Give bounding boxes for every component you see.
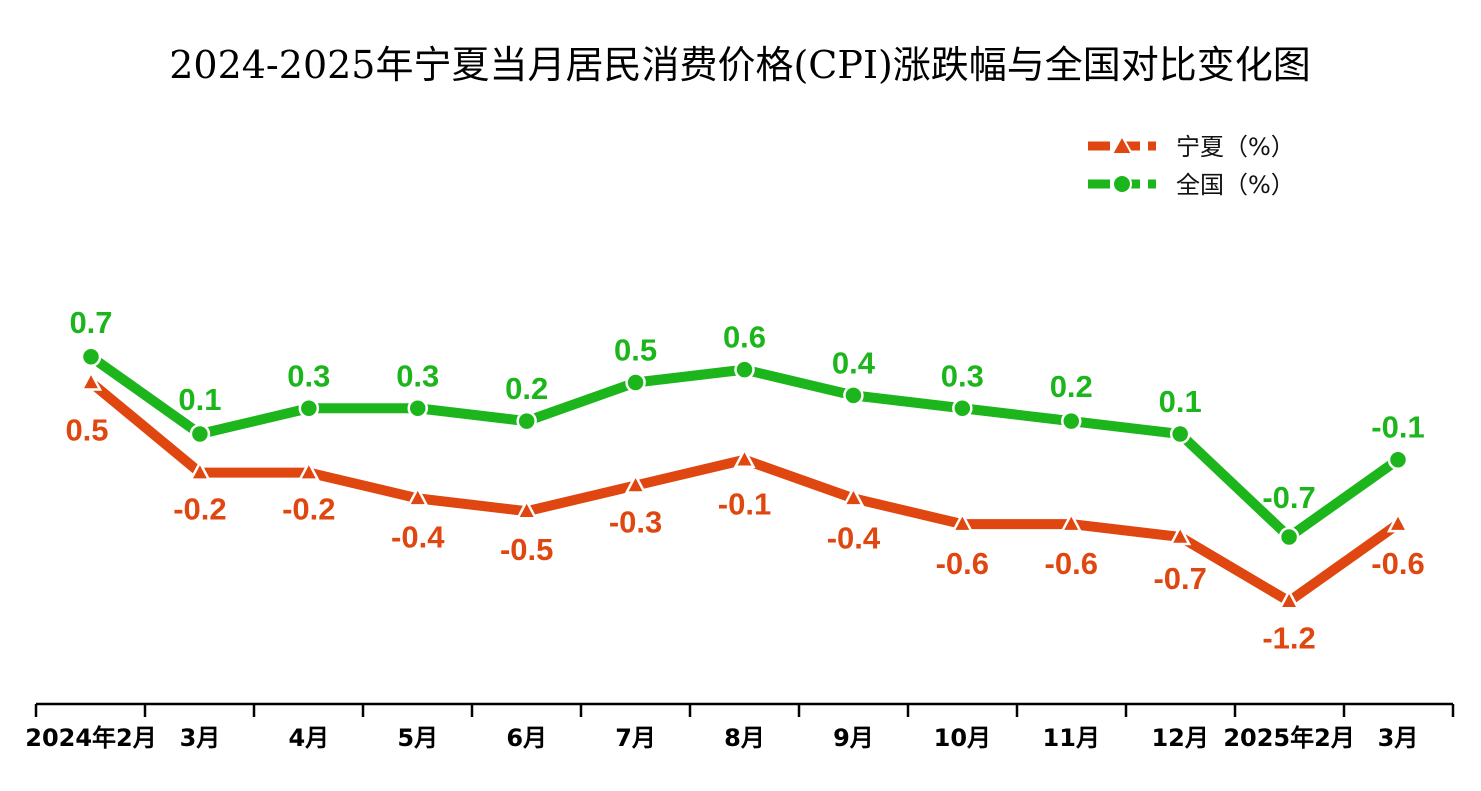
data-label: -0.5 — [500, 532, 553, 567]
data-label: -0.4 — [391, 519, 445, 554]
x-tick-label: 4月 — [288, 724, 329, 752]
data-point-triangle — [1169, 524, 1192, 546]
series-national: 0.7 0.1 0.3 0.3 0.2 0.5 0.6 0.4 0.3 0.2 0.1 -0.7 -0.… — [69, 305, 1425, 548]
data-label: -0.4 — [827, 520, 881, 555]
x-tick-label: 3月 — [1378, 724, 1419, 752]
data-point-triangle — [188, 459, 211, 481]
data-point-circle — [1278, 526, 1300, 548]
data-label: 0.3 — [396, 358, 439, 393]
data-point-circle — [407, 398, 428, 419]
legend: 宁夏（%） 全国（%） — [1088, 133, 1295, 199]
data-point-triangle — [1060, 511, 1083, 533]
data-point-circle — [843, 385, 864, 406]
data-point-circle — [298, 398, 320, 419]
data-label: 0.3 — [287, 358, 330, 393]
x-tick-label: 8月 — [724, 724, 765, 752]
data-point-circle — [734, 359, 755, 380]
data-point-circle — [1387, 449, 1409, 470]
x-tick-label: 6月 — [506, 724, 547, 752]
data-point-circle — [516, 410, 537, 432]
x-tick-label: 2025年2月 — [1223, 724, 1355, 752]
data-point-triangle — [297, 459, 320, 481]
data-label: -0.1 — [1371, 410, 1424, 445]
legend-label-ningxia: 宁夏（%） — [1176, 133, 1295, 161]
data-point-triangle — [515, 498, 538, 520]
data-point-triangle — [406, 485, 429, 507]
data-point-circle — [189, 423, 211, 445]
legend-triangle-marker-icon — [1110, 133, 1134, 155]
x-tick-label: 3月 — [180, 724, 221, 752]
data-label: -0.2 — [282, 492, 335, 527]
legend-item-ningxia: 宁夏（%） — [1088, 133, 1295, 161]
series-ningxia: 0.5 -0.2 -0.2 -0.4 -0.5 -0.3 -0.1 -0.4 -0.6 -0.6 -… — [65, 369, 1425, 655]
data-point-circle — [625, 372, 646, 393]
chart-title: 2024-2025年宁夏当月居民消费价格(CPI)涨跌幅与全国对比变化图 — [169, 43, 1311, 87]
data-label: 0.1 — [178, 382, 221, 417]
data-label: 0.1 — [1159, 384, 1202, 419]
data-label: 0.2 — [505, 371, 548, 406]
legend-circle-marker-icon — [1112, 174, 1132, 194]
legend-label-national: 全国（%） — [1176, 171, 1295, 199]
data-label: 0.5 — [65, 413, 108, 448]
x-tick-label: 5月 — [397, 724, 438, 752]
data-label: 0.6 — [723, 320, 766, 355]
data-label: 0.7 — [69, 305, 112, 340]
data-point-triangle — [842, 485, 865, 507]
x-tick-label: 12月 — [1151, 724, 1208, 752]
data-point-circle — [1061, 410, 1082, 432]
data-point-circle — [952, 398, 973, 419]
x-axis: 2024年2月 3月 4月 5月 6月 7月 8月 9月 10月 11月 12月 2025年2月 3月 — [25, 702, 1455, 752]
data-label: -0.2 — [173, 492, 226, 527]
data-label: -0.7 — [1153, 561, 1206, 596]
plot-area: 0.5 -0.2 -0.2 -0.4 -0.5 -0.3 -0.1 -0.4 -0.6 -0.6 -… — [65, 305, 1424, 656]
x-tick-label: 7月 — [615, 724, 656, 752]
data-label: -0.6 — [1045, 546, 1098, 581]
legend-item-national: 全国（%） — [1088, 171, 1295, 199]
data-point-triangle — [951, 511, 974, 533]
x-tick-label: 11月 — [1043, 724, 1100, 752]
data-point-circle — [80, 346, 102, 368]
data-label: 0.4 — [832, 345, 876, 380]
data-point-triangle — [624, 472, 647, 494]
x-tick-label: 10月 — [934, 724, 991, 752]
data-point-circle — [1169, 423, 1191, 445]
data-label: -0.3 — [609, 504, 662, 539]
data-label: 0.5 — [614, 333, 657, 368]
x-tick-label: 2024年2月 — [25, 724, 157, 752]
data-label: 0.3 — [941, 358, 984, 393]
data-label: -0.6 — [1371, 546, 1424, 581]
data-label: -0.1 — [718, 487, 771, 522]
data-label: -0.6 — [936, 546, 989, 581]
data-label: -1.2 — [1262, 620, 1315, 655]
data-point-triangle — [79, 369, 103, 391]
data-label: -0.7 — [1262, 480, 1315, 515]
data-label: 0.2 — [1050, 369, 1093, 404]
data-point-triangle — [733, 447, 756, 468]
data-point-triangle — [1386, 511, 1410, 533]
data-point-triangle — [1278, 588, 1301, 610]
x-tick-label: 9月 — [833, 724, 874, 752]
